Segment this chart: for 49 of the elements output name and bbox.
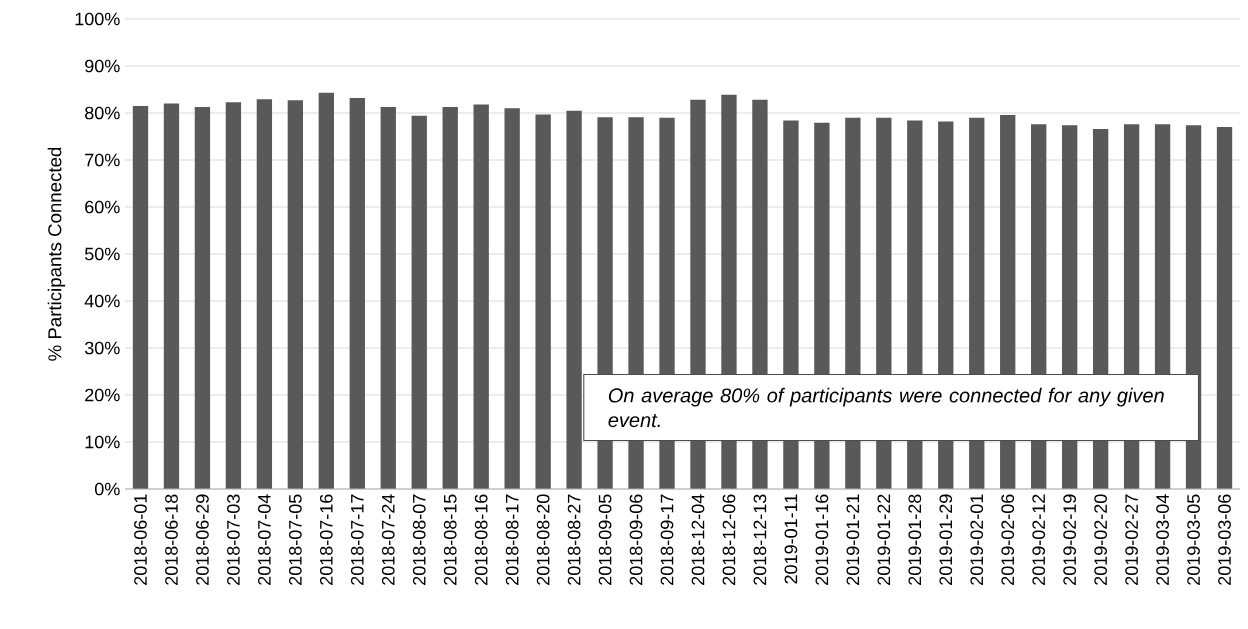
x-tick-label: 2018-08-17: [505, 494, 519, 585]
y-tick-label: 40%: [84, 294, 120, 308]
y-tick-label: 30%: [84, 341, 120, 355]
x-tick-label: 2019-01-21: [846, 494, 860, 585]
x-tick-label: 2019-03-05: [1187, 494, 1200, 585]
x-tick-label: 2019-02-06: [1001, 494, 1015, 585]
y-axis-title: % Participants Connected: [47, 147, 66, 361]
x-tick-label: 2019-02-20: [1094, 494, 1107, 585]
x-tick-label: 2019-02-19: [1063, 494, 1077, 585]
x-tick-label: 2018-12-13: [753, 494, 767, 585]
x-tick-label: 2018-07-24: [381, 494, 395, 585]
y-tick-label: 100%: [75, 12, 120, 26]
x-tick-label: 2019-01-16: [815, 494, 829, 585]
x-tick-label: 2018-07-04: [258, 494, 271, 585]
x-tick-label: 2018-06-18: [165, 494, 178, 585]
x-tick-label: 2019-01-11: [784, 494, 798, 584]
x-tick-label: 2019-03-06: [1218, 494, 1231, 585]
annotation: On average 80% of participants were connected for any given event.: [608, 387, 1164, 428]
y-tick-label: 0%: [94, 482, 120, 496]
y-tick-label: 50%: [84, 247, 120, 261]
y-tick-label: 60%: [85, 200, 120, 214]
x-tick-label: 2019-02-01: [970, 494, 984, 585]
x-tick-label: 2018-08-15: [443, 494, 457, 585]
x-tick-label: 2019-03-04: [1156, 494, 1169, 585]
x-tick-label: 2018-06-01: [134, 494, 147, 585]
y-tick-label: 20%: [85, 388, 120, 402]
x-tick-label: 2018-08-20: [536, 494, 550, 585]
x-tick-label: 2018-07-05: [288, 494, 302, 585]
y-tick-label: 80%: [85, 106, 120, 120]
x-tick-label: 2018-09-17: [660, 494, 674, 585]
x-tick-label: 2018-08-07: [412, 494, 426, 585]
x-tick-label: 2018-07-16: [319, 494, 333, 585]
x-tick-label: 2018-08-27: [567, 494, 581, 585]
y-tick-label: 10%: [85, 435, 120, 449]
y-tick-label: 90%: [85, 59, 120, 73]
x-tick-label: 2018-07-17: [350, 494, 364, 585]
x-tick-label: 2019-01-28: [908, 494, 922, 585]
x-tick-label: 2019-01-29: [939, 494, 953, 585]
x-tick-label: 2019-02-12: [1032, 494, 1046, 585]
x-tick-label: 2018-08-16: [474, 494, 488, 585]
x-tick-label: 2019-01-22: [877, 494, 891, 585]
x-tick-label: 2018-06-29: [196, 494, 209, 585]
y-tick-label: 70%: [85, 153, 120, 167]
x-tick-label: 2019-02-27: [1125, 494, 1138, 585]
x-tick-label: 2018-09-05: [598, 494, 612, 585]
x-tick-label: 2018-07-03: [227, 494, 240, 585]
x-tick-label: 2018-12-04: [691, 494, 705, 585]
x-tick-label: 2018-09-06: [629, 494, 643, 585]
x-tick-label: 2018-12-06: [722, 494, 736, 585]
